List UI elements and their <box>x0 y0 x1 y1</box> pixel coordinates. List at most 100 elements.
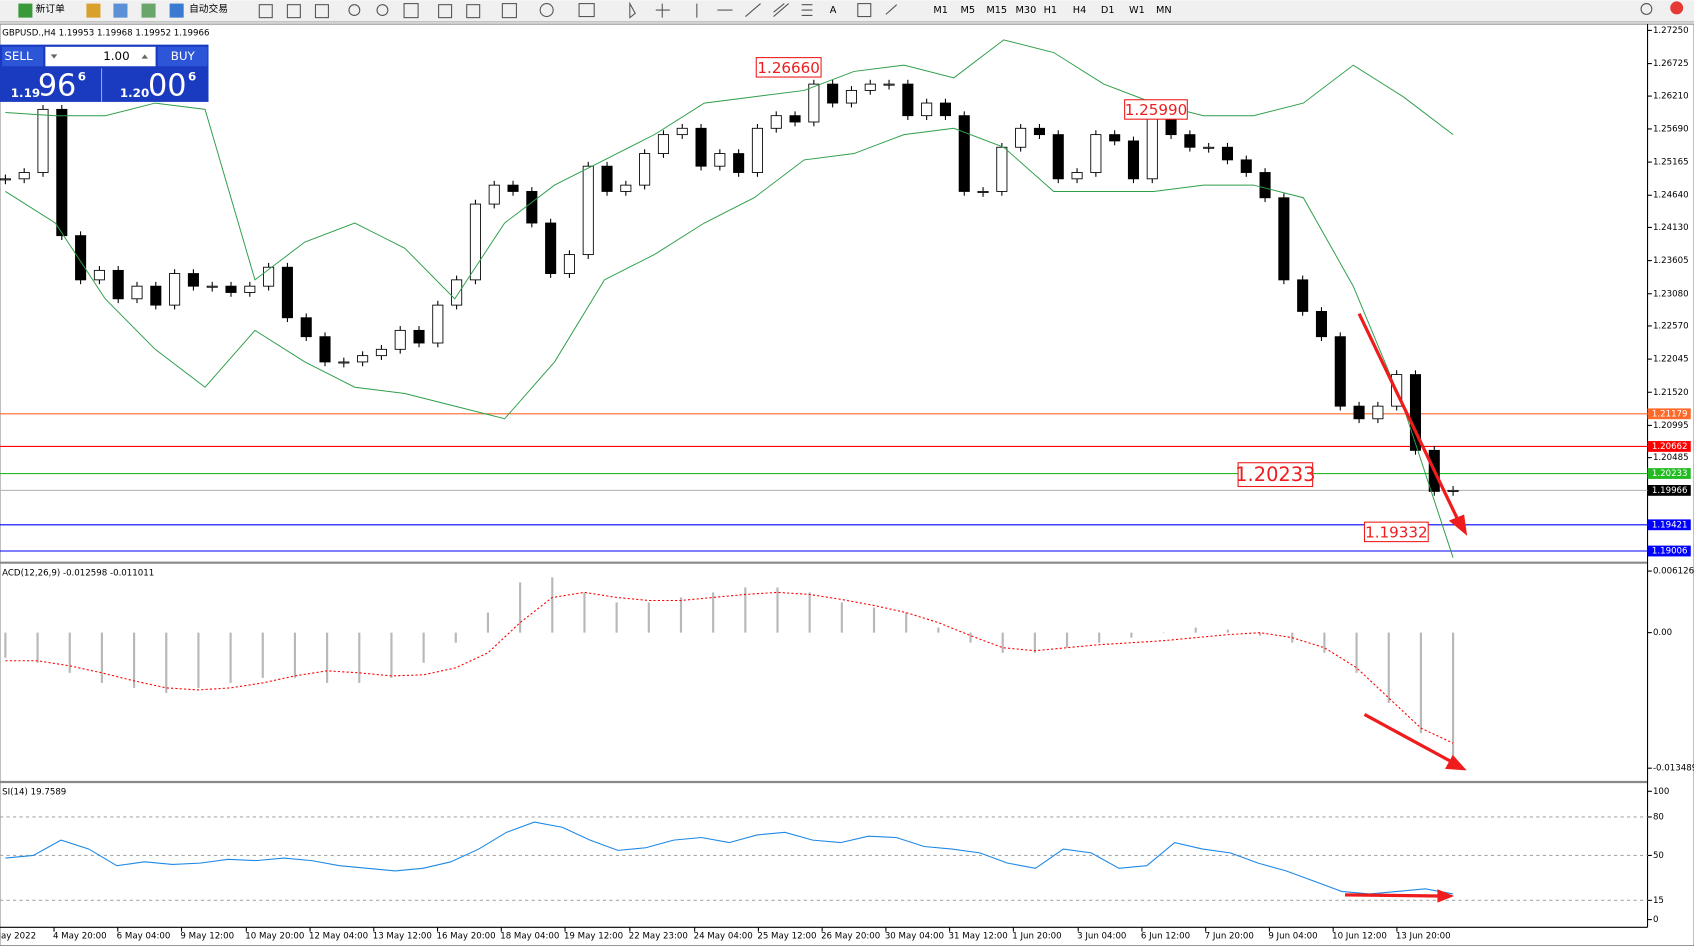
search-icon[interactable] <box>1640 3 1653 15</box>
candle-body <box>357 355 369 363</box>
x-tick-label: 31 May 12:00 <box>949 931 1008 941</box>
x-tick-label: 13 Jun 20:00 <box>1396 931 1451 941</box>
y-tick-label: 1.24640 <box>1653 191 1689 201</box>
templates-icon[interactable] <box>578 3 595 18</box>
tile-icon[interactable] <box>403 3 419 19</box>
tool-icon[interactable] <box>314 4 329 19</box>
candle-body <box>150 285 162 306</box>
y-tick-label: 1.24130 <box>1653 223 1689 233</box>
lots-down[interactable] <box>50 54 58 59</box>
timeframe-button[interactable]: M30 <box>1016 5 1037 16</box>
ask-frac: 6 <box>188 70 196 84</box>
x-tick-label: 22 May 23:00 <box>629 931 688 941</box>
tool-icon[interactable] <box>258 4 273 19</box>
timeframe-button[interactable]: MN <box>1156 5 1172 16</box>
candle-body <box>1221 146 1234 161</box>
y-tick-label: 1.25690 <box>1653 124 1689 134</box>
buy-button[interactable] <box>157 46 208 67</box>
lots-value[interactable]: 1.00 <box>103 49 129 63</box>
series-line <box>5 591 1454 744</box>
timeframe-button[interactable]: M1 <box>933 5 948 16</box>
candle-body <box>996 146 1008 192</box>
new-order-button[interactable]: 新订单 <box>36 2 65 15</box>
candle-body <box>977 191 989 193</box>
fibo-tool[interactable] <box>801 4 813 17</box>
timeframe-button[interactable]: W1 <box>1129 5 1145 16</box>
x-tick-label: 3 Jun 04:00 <box>1077 931 1126 941</box>
timeframe-button[interactable]: H4 <box>1073 5 1087 16</box>
macd-bar <box>68 632 71 673</box>
macd-bar <box>4 632 7 658</box>
lots-up[interactable] <box>141 54 149 59</box>
macd-bar <box>293 632 297 678</box>
crosshair-tool[interactable] <box>655 3 670 18</box>
macd-bar <box>326 632 329 683</box>
candle-body <box>808 83 820 123</box>
candle-body <box>1278 197 1290 281</box>
text-tool[interactable]: A <box>830 5 837 16</box>
candle-body <box>37 108 49 173</box>
candle-body <box>639 153 651 186</box>
candle-body <box>1409 374 1422 451</box>
candle-body <box>281 266 293 319</box>
ask-big: 1.20 <box>120 86 149 100</box>
candle-body <box>1353 405 1365 420</box>
candle-body <box>1109 134 1121 142</box>
candle-body <box>263 266 275 287</box>
label-tool[interactable] <box>857 3 872 18</box>
candle-body <box>958 115 970 192</box>
timeframe-button[interactable]: M5 <box>960 5 975 16</box>
bid-main: 96 <box>38 68 76 103</box>
arrow-head <box>1437 889 1455 903</box>
candle-body <box>112 269 124 300</box>
candle-body <box>488 184 500 205</box>
toolbar-icon[interactable] <box>113 3 128 18</box>
lots-input[interactable] <box>45 46 156 67</box>
candle-body <box>695 127 707 167</box>
annotation-label: 1.26660 <box>757 59 819 77</box>
candle-body <box>206 285 218 288</box>
toolbar-icon[interactable] <box>86 3 101 18</box>
sell-button[interactable] <box>2 46 44 67</box>
tool-icon[interactable] <box>438 4 453 19</box>
candle-body <box>526 191 538 224</box>
candle-body <box>789 115 801 123</box>
macd-bar <box>1001 632 1004 653</box>
candle-body <box>620 184 632 192</box>
tool-icon[interactable] <box>286 4 301 19</box>
y-tick-label: 1.22045 <box>1653 355 1689 365</box>
zoom-in[interactable] <box>348 4 361 17</box>
indicators-icon[interactable] <box>501 3 517 19</box>
timeframe-button[interactable]: M15 <box>986 5 1007 16</box>
zoom-out[interactable] <box>376 4 389 17</box>
price-level-tag <box>1647 441 1691 452</box>
channel-tool[interactable] <box>773 3 790 17</box>
timeframe-button[interactable]: H1 <box>1044 5 1058 16</box>
arrows-tool[interactable] <box>885 4 898 15</box>
macd-bar <box>808 592 811 633</box>
y-tick-label: 1.27250 <box>1653 26 1689 36</box>
auto-trading-button[interactable]: 自动交易 <box>189 2 228 15</box>
panel-title: SI(14) 19.7589 <box>2 788 66 798</box>
timeframe-button[interactable]: D1 <box>1101 5 1115 16</box>
candle-body <box>545 222 557 274</box>
macd-bar <box>486 612 490 633</box>
notification-badge[interactable] <box>1670 1 1684 15</box>
cursor-tool[interactable] <box>629 1 636 19</box>
periods-icon[interactable] <box>539 3 554 18</box>
sell-label[interactable]: SELL <box>4 49 33 63</box>
auto-trading-icon[interactable] <box>169 3 184 18</box>
x-tick-label: 12 May 04:00 <box>309 931 368 941</box>
macd-bar <box>100 632 103 683</box>
rsi-panel: 100 80 50 15 0 SI(14) 19.7589 May 2022 4 May 20… <box>0 787 1669 941</box>
toolbar-icon[interactable] <box>141 3 156 18</box>
new-order-icon[interactable] <box>18 3 33 18</box>
tool-icon[interactable] <box>466 4 481 19</box>
candle-body <box>1334 336 1346 407</box>
candle-body <box>413 329 425 344</box>
trend-tool[interactable] <box>745 3 761 17</box>
buy-label[interactable]: BUY <box>171 49 196 63</box>
x-tick-label: 6 May 04:00 <box>117 931 171 941</box>
price-level-label: 1.19006 <box>1652 547 1688 557</box>
